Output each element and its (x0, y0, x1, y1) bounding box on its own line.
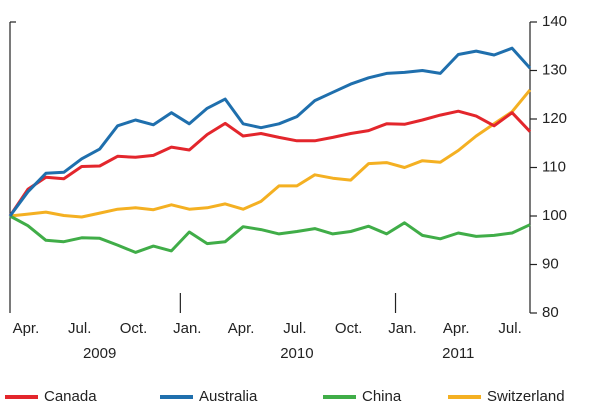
series-line (8, 46, 532, 217)
series-line (9, 214, 531, 254)
series-line (9, 88, 532, 219)
x-tick-label: Jan. (173, 320, 201, 337)
x-tick-label: Apr. (228, 320, 255, 337)
y-tick-label: 110 (542, 158, 566, 175)
x-tick-label: Oct. (120, 320, 148, 337)
legend-label: Switzerland (487, 388, 565, 405)
y-tick-label: 80 (542, 304, 559, 321)
x-tick-label: Jul. (68, 320, 91, 337)
legend-label: Canada (44, 388, 97, 405)
y-tick-label: 100 (542, 207, 567, 224)
x-tick-label: Apr. (13, 320, 40, 337)
legend-label: Australia (199, 388, 258, 405)
x-tick-label: Apr. (443, 320, 470, 337)
y-tick-label: 140 (542, 13, 567, 30)
year-label: 2011 (442, 345, 474, 362)
y-tick-label: 90 (542, 255, 559, 272)
x-tick-label: Jan. (388, 320, 416, 337)
legend-label: China (362, 388, 402, 405)
year-label: 2010 (280, 345, 313, 362)
x-tick-label: Jul. (283, 320, 306, 337)
x-tick-label: Jul. (498, 320, 521, 337)
year-label: 2009 (83, 345, 116, 362)
y-tick-label: 120 (542, 110, 567, 127)
y-tick-label: 130 (542, 61, 567, 78)
series-line (8, 109, 532, 217)
x-tick-label: Oct. (335, 320, 363, 337)
